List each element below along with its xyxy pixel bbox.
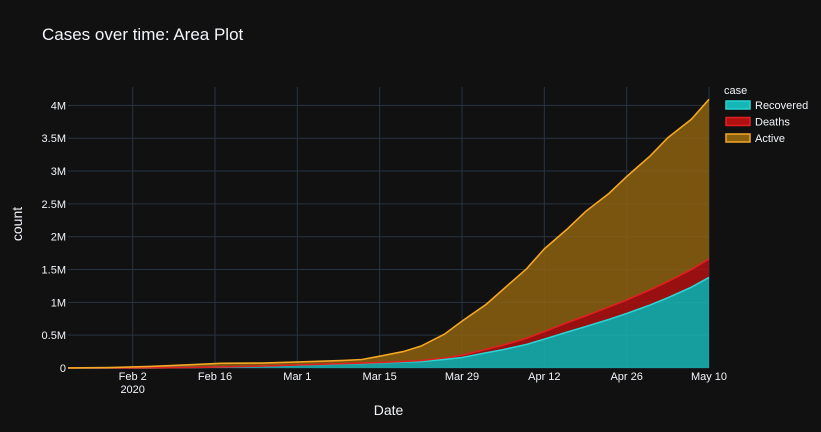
- area-recovered[interactable]: [68, 277, 709, 368]
- area-active[interactable]: [68, 99, 709, 368]
- legend-label: Active: [755, 133, 785, 145]
- legend-label: Deaths: [755, 117, 790, 129]
- legend-item-recovered[interactable]: Recovered: [725, 100, 808, 112]
- legend[interactable]: case Recovered Deaths Active: [724, 85, 808, 145]
- legend-label: Recovered: [755, 100, 808, 112]
- y-tick-label: 3M: [51, 166, 66, 178]
- area-line-deaths: [67, 258, 710, 369]
- plot-areas: [67, 98, 710, 369]
- x-tick-label: Apr 26: [610, 371, 642, 383]
- y-tick-label: 2M: [51, 232, 66, 244]
- legend-item-deaths[interactable]: Deaths: [725, 116, 790, 129]
- y-tick-label: 1M: [51, 297, 66, 309]
- legend-swatch: [725, 116, 751, 127]
- y-tick-label: 2.5M: [42, 199, 66, 211]
- x-tick-sublabel: 2020: [120, 384, 144, 396]
- x-tick-label: Mar 29: [445, 371, 479, 383]
- y-tick-label: 1.5M: [42, 265, 66, 277]
- y-tick-label: 0.5M: [42, 330, 66, 342]
- legend-swatch: [725, 100, 751, 110]
- x-tick-label: May 10: [691, 371, 727, 383]
- x-tick-label: Apr 12: [528, 371, 560, 383]
- y-axis-ticks: 0 0.5M 1M 1.5M 2M 2.5M 3M 3.5M 4M: [42, 100, 66, 375]
- y-tick-label: 0: [60, 363, 66, 375]
- x-tick-label: Feb 2: [119, 371, 147, 383]
- chart-title: Cases over time: Area Plot: [42, 25, 244, 44]
- x-tick-label: Feb 16: [198, 371, 232, 383]
- x-tick-label: Mar 1: [283, 371, 311, 383]
- legend-title: case: [724, 85, 747, 97]
- area-line-active: [67, 98, 710, 369]
- legend-item-active[interactable]: Active: [725, 133, 785, 145]
- legend-swatch: [725, 133, 751, 143]
- x-axis-title: Date: [374, 402, 404, 418]
- y-tick-label: 3.5M: [42, 133, 66, 145]
- y-axis-title: count: [9, 207, 25, 241]
- x-tick-label: Mar 15: [363, 371, 397, 383]
- y-tick-label: 4M: [51, 100, 66, 112]
- x-gridlines: [132, 87, 710, 368]
